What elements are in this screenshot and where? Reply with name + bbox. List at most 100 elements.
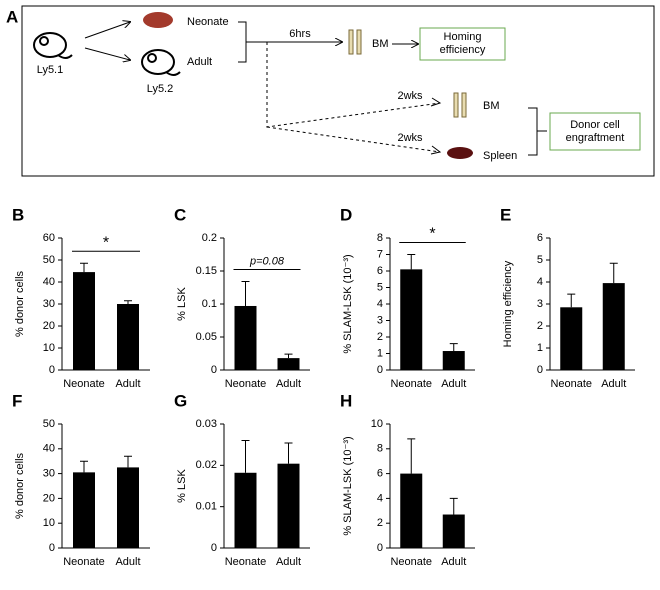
y-axis-label: % LSK [176, 287, 188, 321]
y-tick-label: 0 [49, 364, 55, 376]
panel-letter: G [174, 391, 187, 410]
bar [442, 351, 465, 370]
y-axis-label: Homing efficiency [502, 260, 514, 347]
y-tick-label: 5 [537, 254, 543, 266]
y-tick-label: 8 [377, 232, 383, 244]
error-bar [284, 442, 293, 464]
readout-text: Donor cell engraftment [565, 118, 625, 144]
error-bar [124, 300, 132, 304]
recipient-label: Ly5.2 [147, 83, 174, 95]
y-tick-label: 0.02 [196, 459, 217, 471]
error-bar [609, 262, 618, 284]
annotation: * [103, 235, 109, 252]
panel-letter: B [12, 205, 24, 224]
x-tick-label: Adult [276, 556, 301, 568]
x-tick-label: Neonate [63, 556, 105, 568]
bar [117, 304, 139, 370]
bar [277, 463, 300, 548]
error-bar [449, 343, 458, 352]
bar [602, 283, 625, 370]
y-tick-label: 3 [537, 298, 543, 310]
y-tick-label: 5 [377, 281, 383, 293]
bone-icon [348, 29, 362, 55]
y-tick-label: 30 [43, 298, 55, 310]
time-label: 6hrs [289, 28, 311, 40]
y-tick-label: 1 [537, 342, 543, 354]
error-bar [124, 455, 132, 468]
y-tick-label: 0 [377, 364, 383, 376]
bar [234, 305, 257, 370]
y-axis-label: % SLAM-LSK (10⁻³) [342, 436, 354, 535]
y-axis-label: % donor cells [14, 452, 26, 519]
y-tick-label: 8 [377, 443, 383, 455]
error-bar [241, 281, 250, 306]
y-tick-label: 0 [211, 364, 217, 376]
y-tick-label: 0 [377, 542, 383, 554]
y-tick-label: 10 [371, 418, 383, 430]
y-tick-label: 4 [537, 276, 543, 288]
error-bar [407, 438, 416, 474]
bar [234, 472, 257, 548]
arrow [84, 22, 130, 39]
y-tick-label: 0.01 [196, 501, 217, 513]
panel-letter: C [174, 205, 186, 224]
y-tick-label: 0.15 [196, 265, 217, 277]
x-tick-label: Adult [276, 378, 301, 390]
bracket [528, 107, 547, 156]
mouse-icon [33, 32, 73, 59]
panel-letter: H [340, 391, 352, 410]
y-tick-label: 40 [43, 276, 55, 288]
y-tick-label: 30 [43, 468, 55, 480]
y-tick-label: 40 [43, 443, 55, 455]
readout-box [549, 112, 641, 151]
panel-letter: E [500, 205, 511, 224]
error-bar [80, 460, 88, 473]
arrowheads [430, 97, 442, 155]
x-tick-label: Adult [441, 378, 466, 390]
panel-letter: D [340, 205, 352, 224]
bar [277, 358, 300, 370]
donor-label: Ly5.1 [37, 64, 64, 76]
error-bar [241, 440, 250, 473]
time-label: 2wks [397, 132, 423, 144]
annotation: * [429, 226, 435, 243]
time-label: 2wks [397, 90, 423, 102]
dashed-arrows [266, 42, 441, 153]
y-tick-label: 0.2 [202, 232, 217, 244]
error-bar [567, 293, 576, 308]
y-tick-label: 0 [537, 364, 543, 376]
bar [442, 514, 465, 548]
bracket [238, 21, 247, 63]
y-tick-label: 4 [377, 298, 383, 310]
y-tick-label: 2 [377, 331, 383, 343]
panel-frame [21, 5, 655, 177]
error-bar [284, 353, 293, 359]
x-tick-label: Adult [601, 378, 626, 390]
adult-label: Adult [187, 56, 212, 68]
y-tick-label: 2 [377, 517, 383, 529]
bone-icon [453, 92, 467, 118]
mouse-icon [141, 49, 181, 76]
error-bar [80, 262, 88, 273]
bar [117, 467, 139, 548]
y-tick-label: 50 [43, 254, 55, 266]
site-label: Spleen [483, 150, 517, 162]
panel-letter: F [12, 391, 22, 410]
x-tick-label: Neonate [390, 378, 432, 390]
readout-box [419, 27, 506, 61]
neonate-tissue [143, 12, 173, 28]
y-tick-label: 10 [43, 342, 55, 354]
y-tick-label: 0.03 [196, 418, 217, 430]
x-tick-label: Neonate [225, 378, 267, 390]
x-tick-label: Neonate [225, 556, 267, 568]
bar [73, 272, 95, 370]
x-tick-label: Neonate [63, 378, 105, 390]
x-tick-label: Neonate [550, 378, 592, 390]
annotation: p=0.08 [249, 255, 285, 267]
y-tick-label: 4 [377, 492, 383, 504]
panel-a: A Ly5.1 Ly5.2 Neonate Adult 6hrs BM Homi… [6, 5, 655, 177]
y-tick-label: 10 [43, 517, 55, 529]
error-bar [449, 497, 458, 515]
site-label: BM [372, 38, 389, 50]
